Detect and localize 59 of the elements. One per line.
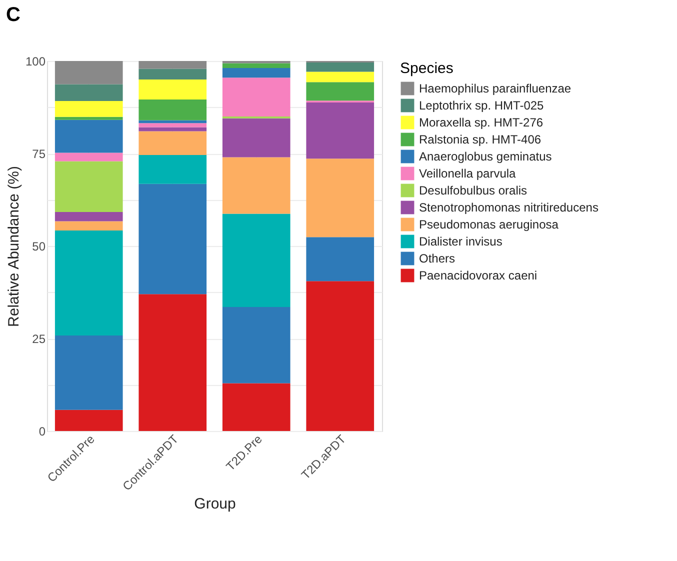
y-axis-title: Relative Abundance (%) xyxy=(5,166,22,327)
bar xyxy=(306,237,374,282)
legend-label: Pseudomonas aeruginosa xyxy=(419,218,559,232)
bar xyxy=(306,62,374,72)
bar xyxy=(54,212,123,222)
legend-title: Species xyxy=(400,60,454,77)
bar xyxy=(54,161,123,212)
bar xyxy=(306,158,374,238)
legend-label: Ralstonia sp. HMT-406 xyxy=(419,132,542,146)
bar xyxy=(138,294,207,431)
bar xyxy=(306,281,374,431)
legend-label: Dialister invisus xyxy=(419,234,502,248)
bar xyxy=(222,63,290,68)
bar xyxy=(138,127,207,132)
bar xyxy=(54,410,123,431)
bar xyxy=(138,123,207,128)
y-tick-label: 0 xyxy=(38,424,46,438)
bar xyxy=(222,383,290,431)
bar xyxy=(138,80,207,100)
bar xyxy=(54,152,123,162)
bar xyxy=(54,61,123,84)
legend-label: Paenacidovorax caeni xyxy=(419,268,538,282)
legend-label: Haemophilus parainfluenzae xyxy=(419,82,572,96)
bar xyxy=(54,116,123,120)
bar xyxy=(222,307,290,384)
legend-label: Stenotrophomonas nitritireducens xyxy=(419,200,598,214)
y-tick-label: 75 xyxy=(32,147,46,161)
y-tick-label: 50 xyxy=(32,240,46,254)
bar xyxy=(54,336,123,410)
bar xyxy=(54,100,123,117)
bar xyxy=(222,68,290,78)
bar xyxy=(54,230,123,336)
bar xyxy=(306,102,374,159)
bar xyxy=(306,72,374,82)
legend-label: Moraxella sp. HMT-276 xyxy=(419,116,544,130)
bar xyxy=(222,78,290,116)
bar xyxy=(54,84,123,101)
bar xyxy=(222,214,290,308)
y-tick-label: 25 xyxy=(32,332,46,346)
y-tick-label: 100 xyxy=(25,54,46,68)
legend-label: Leptothrix sp. HMT-025 xyxy=(419,98,544,112)
bar xyxy=(54,120,123,153)
legend-label: Anaeroglobus geminatus xyxy=(419,150,552,164)
bar xyxy=(138,68,207,80)
bar xyxy=(222,118,290,158)
bar xyxy=(306,82,374,101)
bar xyxy=(138,184,207,294)
bar xyxy=(138,154,207,184)
bar xyxy=(138,131,207,155)
legend-label: Others xyxy=(419,252,456,266)
legend-label: Veillonella parvula xyxy=(419,166,516,180)
bar xyxy=(222,157,290,214)
bar xyxy=(54,221,123,230)
bar xyxy=(138,99,207,120)
x-axis-title: Group xyxy=(194,496,236,513)
legend-label: Desulfobulbus oralis xyxy=(419,184,528,198)
bar xyxy=(138,120,207,124)
bar xyxy=(138,61,207,69)
chart-title: C xyxy=(6,4,20,26)
